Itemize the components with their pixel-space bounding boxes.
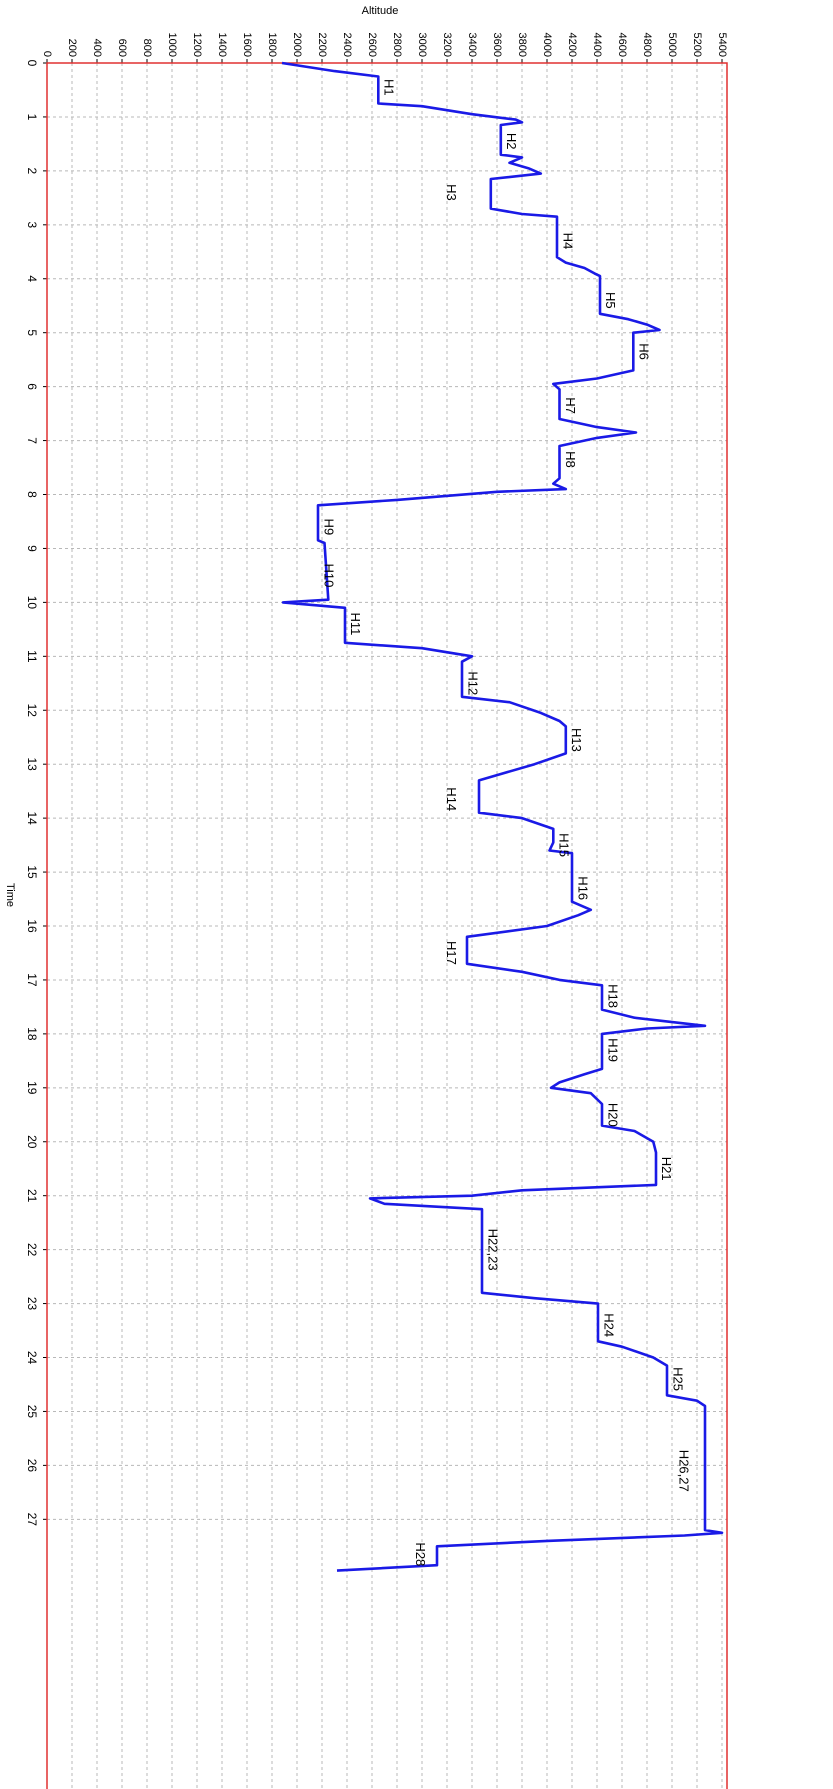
y-tick-label: 3600 [491, 33, 503, 57]
annotation: H5 [603, 292, 618, 309]
y-tick-label: 2400 [341, 33, 353, 57]
y-tick-label: 1400 [216, 33, 228, 57]
x-tick-label: 20 [25, 1135, 39, 1149]
y-tick-label: 4600 [616, 33, 628, 57]
y-tick-label: 2600 [366, 33, 378, 57]
x-tick-label: 4 [25, 275, 39, 282]
y-tick-label: 4800 [641, 33, 653, 57]
y-tick-label: 1600 [241, 33, 253, 57]
y-tick-label: 5200 [691, 33, 703, 57]
annotation: H1 [382, 79, 397, 96]
annotation: H26,27 [677, 1450, 692, 1492]
annotation: H15 [557, 833, 572, 857]
x-tick-label: 8 [25, 491, 39, 498]
annotation: H25 [670, 1367, 685, 1391]
x-tick-label: 1 [25, 114, 39, 121]
x-tick-label: 0 [25, 60, 39, 67]
y-tick-label: 400 [91, 39, 103, 57]
x-tick-label: 12 [25, 704, 39, 718]
x-tick-label: 27 [25, 1513, 39, 1527]
annotation: H21 [659, 1157, 674, 1181]
x-tick-label: 2 [25, 168, 39, 175]
y-tick-label: 3000 [416, 33, 428, 57]
y-tick-label: 800 [141, 39, 153, 57]
y-tick-label: 1000 [166, 33, 178, 57]
x-tick-label: 18 [25, 1027, 39, 1041]
annotation: H28 [413, 1542, 428, 1566]
x-tick-label: 7 [25, 437, 39, 444]
y-tick-label: 1800 [266, 33, 278, 57]
y-tick-label: 3800 [516, 33, 528, 57]
annotation: H18 [605, 984, 620, 1008]
data-line [281, 61, 724, 1572]
y-tick-label: 4000 [541, 33, 553, 57]
x-tick-label: 15 [25, 865, 39, 879]
annotation: H10 [322, 563, 337, 587]
y-tick-label: 2800 [391, 33, 403, 57]
x-tick-label: 9 [25, 545, 39, 552]
y-tick-label: 4400 [591, 33, 603, 57]
annotation: H8 [563, 451, 578, 468]
y-tick-label: 3400 [466, 33, 478, 57]
x-tick-label: 5 [25, 329, 39, 336]
annotation: H14 [444, 787, 459, 811]
x-tick-label: 16 [25, 919, 39, 933]
x-tick-label: 14 [25, 811, 39, 825]
annotation: H24 [602, 1313, 617, 1337]
annotation: H11 [348, 613, 363, 636]
annotation: H2 [504, 133, 519, 150]
y-tick-label: 2200 [316, 33, 328, 57]
x-tick-label: 23 [25, 1297, 39, 1311]
x-tick-label: 22 [25, 1243, 39, 1257]
chart-title: Altitude [362, 5, 399, 17]
annotation: H16 [575, 876, 590, 900]
x-tick-label: 13 [25, 758, 39, 772]
annotation: H9 [322, 519, 337, 536]
y-tick-label: 200 [66, 39, 78, 57]
annotation: H12 [465, 671, 480, 695]
x-tick-label: 10 [25, 596, 39, 610]
annotation: H19 [605, 1038, 620, 1062]
annotation: H20 [605, 1103, 620, 1127]
y-tick-label: 3200 [441, 33, 453, 57]
annotation: H7 [563, 397, 578, 414]
plot-frame [46, 62, 728, 1789]
x-tick-label: 17 [25, 973, 39, 987]
annotation: H3 [444, 184, 459, 201]
x-tick-label: 3 [25, 221, 39, 228]
annotation: H13 [569, 728, 584, 752]
x-tick-label: 6 [25, 383, 39, 390]
y-tick-label: 2000 [291, 33, 303, 57]
x-tick-label: 11 [25, 650, 39, 663]
y-tick-label: 5400 [716, 33, 728, 57]
x-axis-label: Time [4, 883, 16, 907]
x-tick-label: 24 [25, 1351, 39, 1365]
x-tick-label: 21 [25, 1189, 39, 1203]
annotation: H22,23 [485, 1229, 500, 1271]
x-tick-label: 26 [25, 1459, 39, 1473]
y-tick-label: 5000 [666, 33, 678, 57]
y-tick-label: 1200 [191, 33, 203, 57]
x-tick-label: 25 [25, 1405, 39, 1419]
y-tick-label: 600 [116, 39, 128, 57]
annotation: H17 [444, 941, 459, 965]
x-tick-label: 19 [25, 1081, 39, 1095]
annotation: H6 [637, 343, 652, 360]
y-tick-label: 4200 [566, 33, 578, 57]
annotation: H4 [560, 233, 575, 250]
y-tick-label: 0 [41, 51, 53, 57]
